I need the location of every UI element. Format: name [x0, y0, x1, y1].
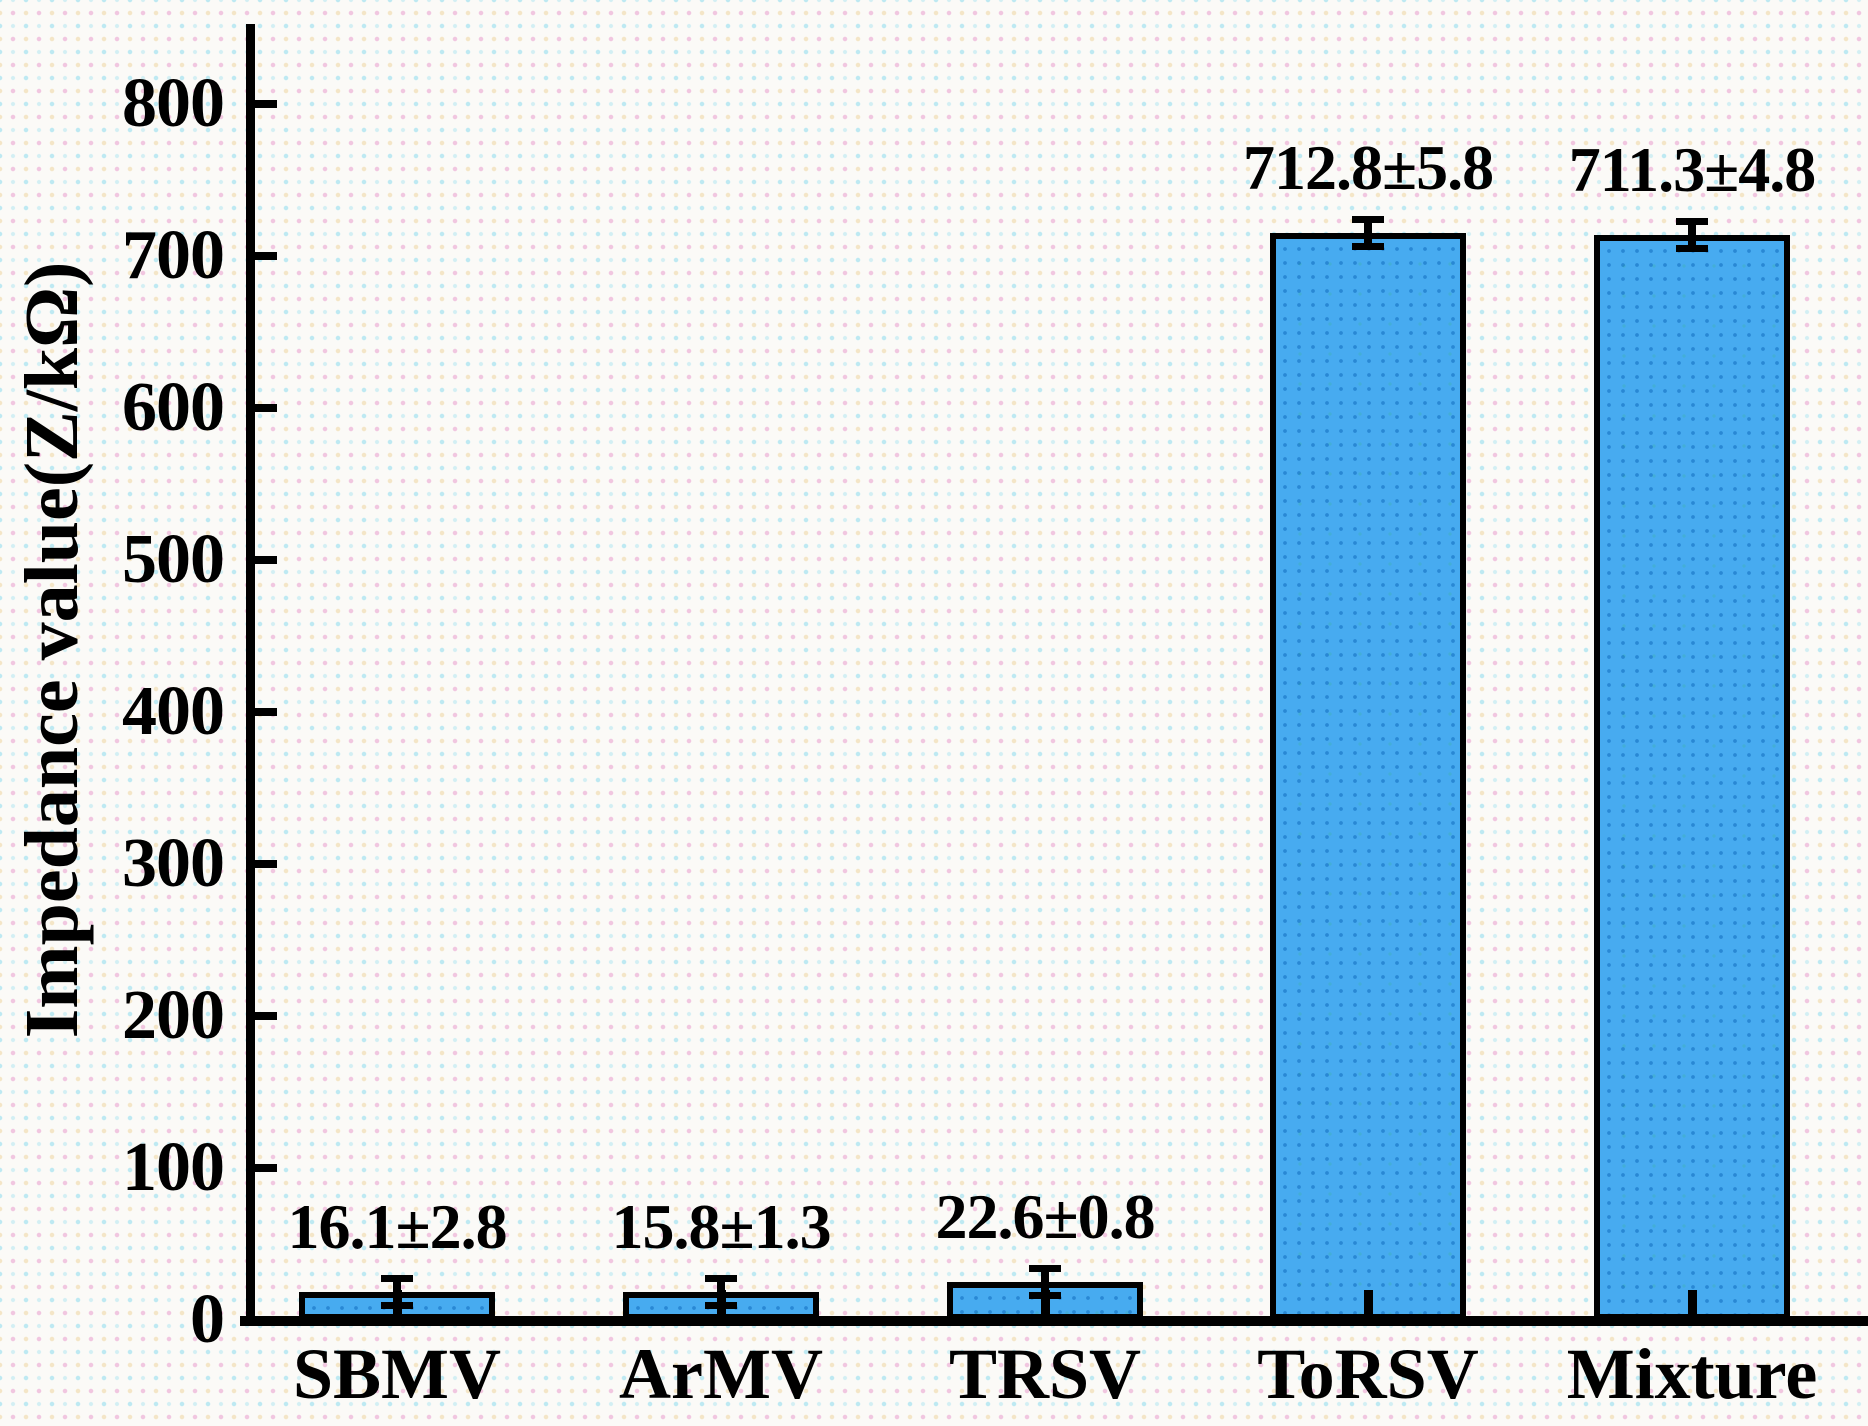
bar-value-label: 16.1±2.8 [287, 1191, 507, 1262]
bar-value-label: 712.8±5.8 [1242, 132, 1494, 203]
error-bar-line [717, 1279, 725, 1305]
error-bar-line [1364, 220, 1372, 246]
y-tick-label: 100 [122, 1129, 225, 1206]
x-axis-tick [1688, 1290, 1697, 1316]
error-bar-top-cap [381, 1275, 413, 1282]
category-label-trsv: TRSV [948, 1334, 1142, 1414]
category-label-armv: ArMV [619, 1334, 823, 1414]
y-axis-line [246, 24, 255, 1326]
y-axis-tick [255, 404, 277, 412]
error-bar-bottom-cap [1029, 1292, 1061, 1299]
y-axis-tick [255, 100, 277, 108]
category-label-mixture: Mixture [1566, 1334, 1818, 1414]
y-tick-label: 500 [122, 521, 225, 598]
error-bar-bottom-cap [381, 1302, 413, 1309]
x-axis-tick [1364, 1290, 1373, 1316]
error-bar-line [393, 1279, 401, 1305]
y-tick-label: 700 [122, 217, 225, 294]
y-axis-tick [255, 1164, 277, 1172]
bar-value-label: 15.8±1.3 [611, 1191, 831, 1262]
x-axis-tick [1041, 1290, 1050, 1316]
y-tick-label: 200 [122, 977, 225, 1054]
bar-torsv [1270, 233, 1466, 1320]
error-bar-bottom-cap [1352, 243, 1384, 250]
y-tick-label: 400 [122, 673, 225, 750]
y-axis-tick [255, 556, 277, 564]
y-axis-tick [255, 708, 277, 716]
y-axis-tick [255, 860, 277, 868]
error-bar-top-cap [705, 1275, 737, 1282]
bar-value-label: 711.3±4.8 [1568, 134, 1817, 205]
y-tick-label: 800 [122, 65, 225, 142]
error-bar-bottom-cap [1676, 245, 1708, 252]
error-bar-line [1688, 222, 1696, 248]
bar-mixture [1594, 235, 1790, 1320]
x-axis-line [240, 1316, 1868, 1326]
category-label-sbmv: SBMV [292, 1334, 502, 1414]
y-tick-label: 0 [190, 1281, 225, 1358]
y-tick-label: 600 [122, 369, 225, 446]
error-bar-top-cap [1029, 1265, 1061, 1272]
error-bar-top-cap [1676, 218, 1708, 225]
bar-value-label: 22.6±0.8 [935, 1181, 1155, 1252]
y-axis-tick [255, 1012, 277, 1020]
error-bar-top-cap [1352, 216, 1384, 223]
error-bar-line [1041, 1269, 1049, 1295]
y-axis-tick [255, 252, 277, 260]
category-label-torsv: ToRSV [1257, 1334, 1479, 1414]
error-bar-bottom-cap [705, 1302, 737, 1309]
y-tick-label: 300 [122, 825, 225, 902]
